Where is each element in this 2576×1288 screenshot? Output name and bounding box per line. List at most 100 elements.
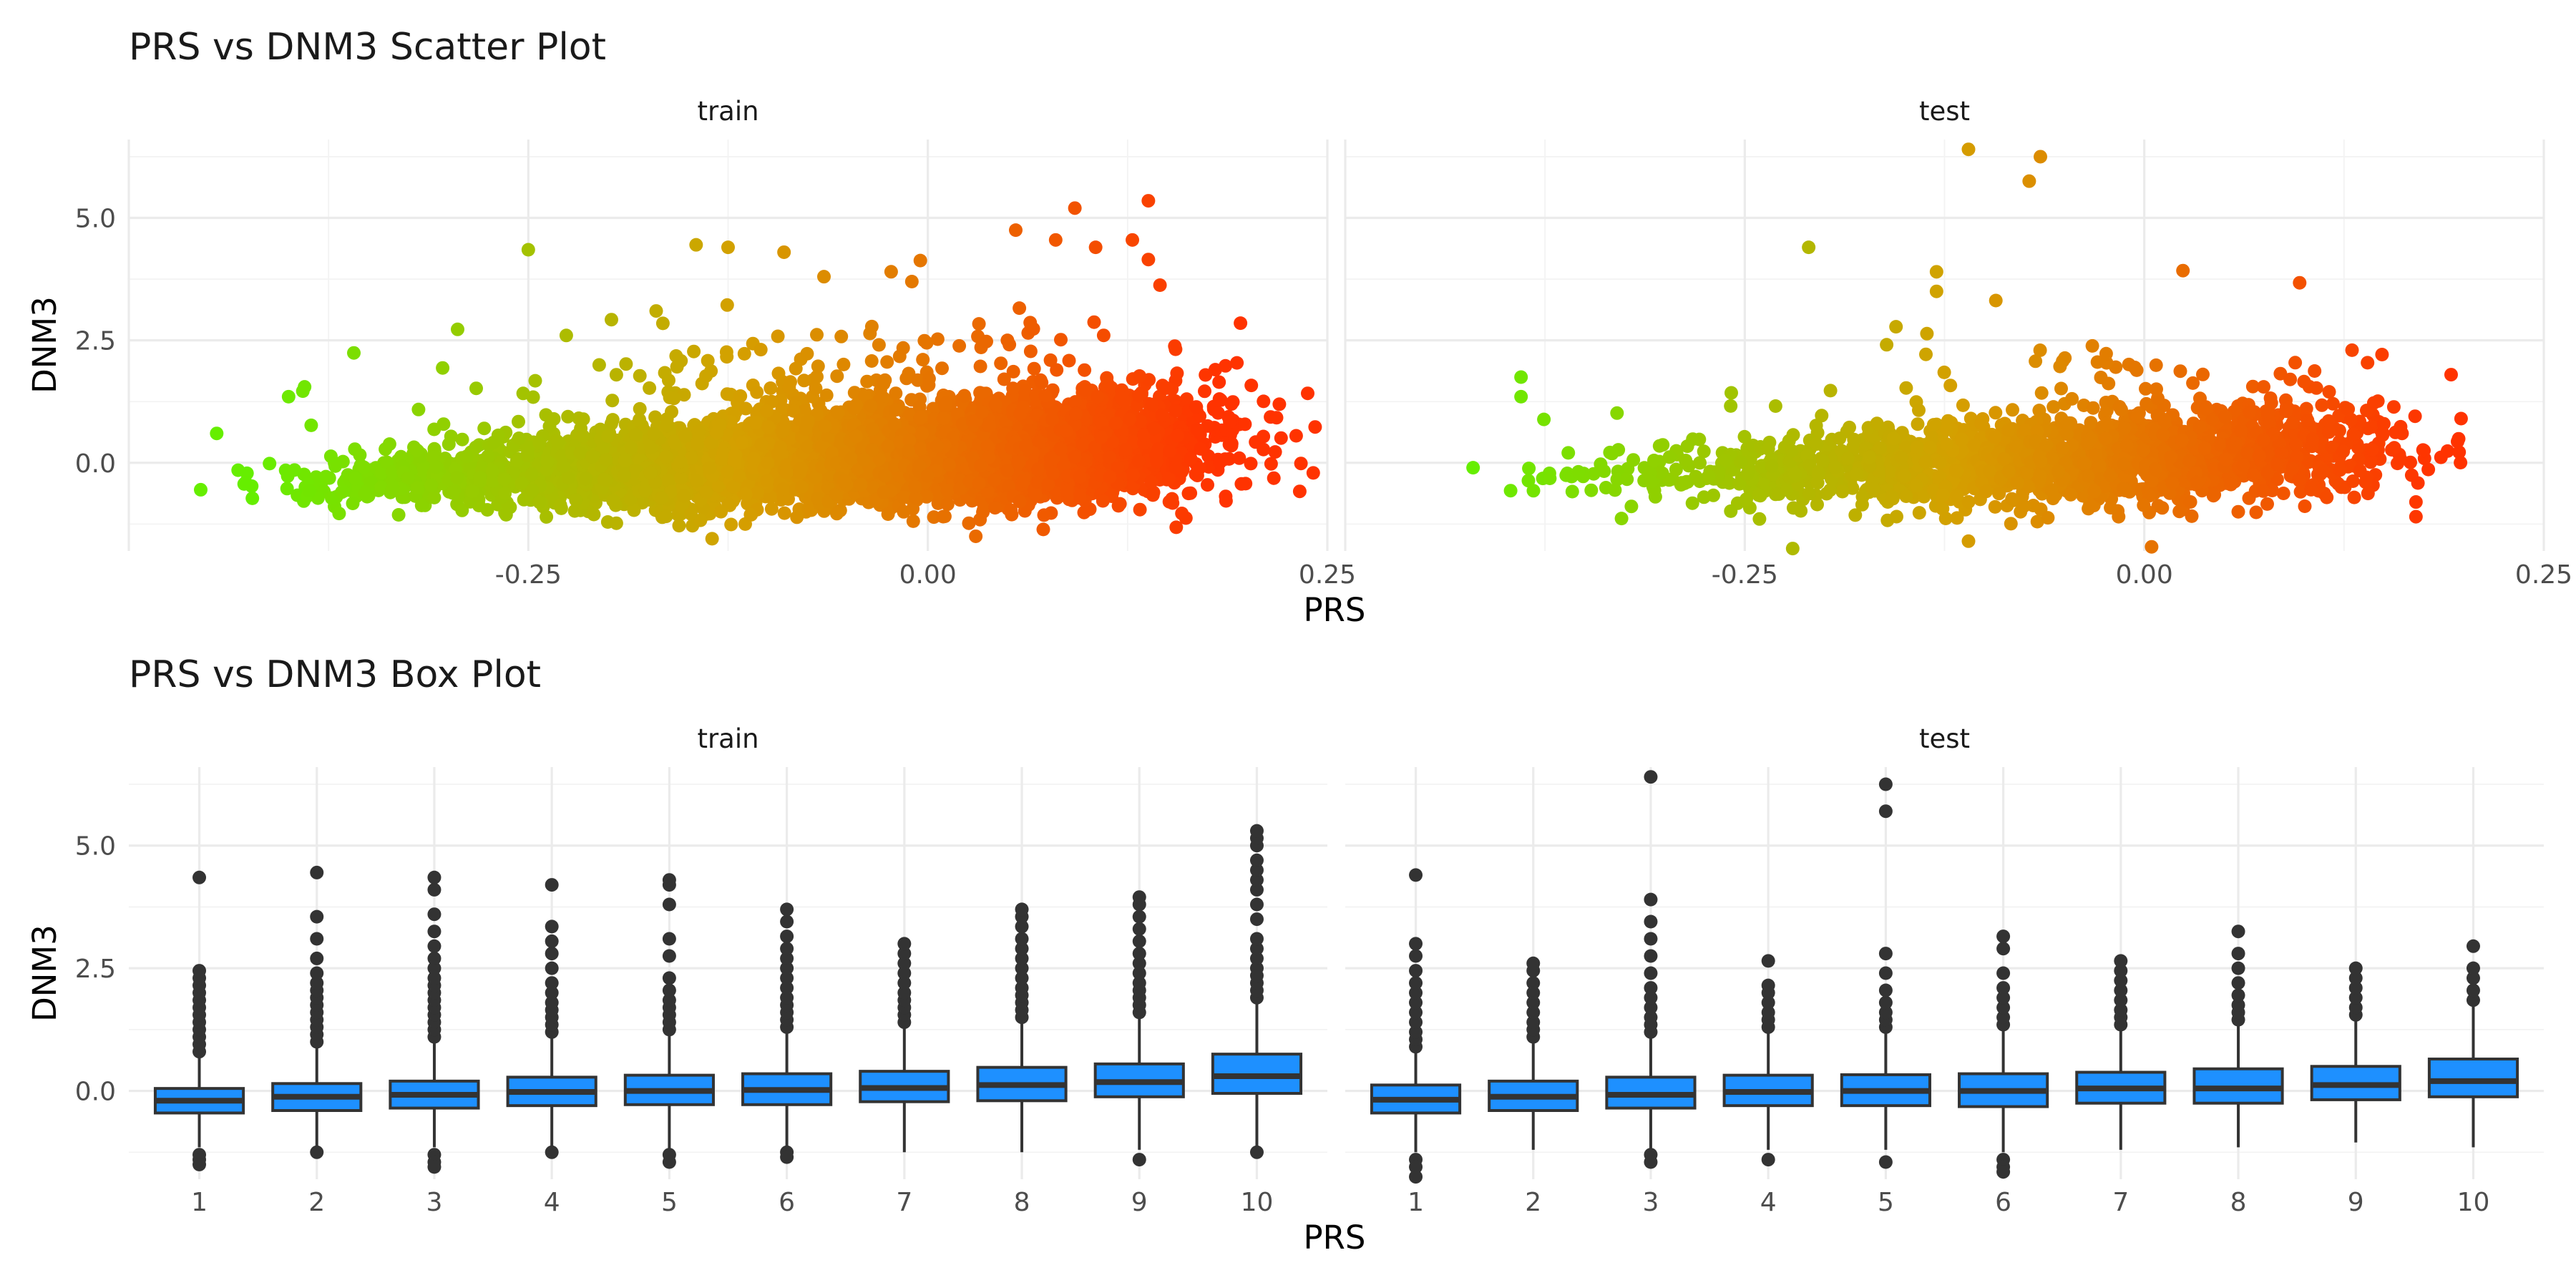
scatter-point — [481, 449, 495, 464]
scatter-point — [436, 361, 450, 375]
scatter-point — [655, 491, 668, 505]
scatter-point — [429, 460, 444, 474]
scatter-point — [446, 486, 460, 500]
scatter-point — [701, 353, 715, 368]
scatter-point — [633, 413, 647, 426]
scatter-point — [896, 341, 910, 355]
scatter-point — [353, 448, 367, 462]
scatter-point — [743, 507, 758, 522]
scatter-point — [684, 507, 698, 521]
scatter-point — [414, 498, 429, 512]
scatter-point — [358, 487, 372, 501]
scatter-point — [976, 505, 990, 519]
scatter-panel-train: train-0.25 0.00 0.250.02.55.0 — [75, 96, 1356, 590]
scatter-point — [532, 495, 547, 509]
scatter-point — [881, 439, 895, 454]
scatter-point — [880, 355, 894, 369]
scatter-point — [897, 504, 911, 519]
scatter-point — [497, 472, 512, 487]
scatter-point — [356, 460, 371, 474]
scatter-point — [455, 432, 469, 447]
scatter-point — [512, 431, 526, 445]
scatter-point — [525, 484, 540, 498]
scatter-point — [263, 457, 277, 471]
scatter-point — [884, 265, 898, 279]
scatter-point — [569, 493, 583, 507]
facet-label-train: train — [697, 96, 758, 127]
scatter-point — [914, 441, 928, 456]
scatter-point — [724, 517, 738, 532]
scatter-point — [810, 328, 824, 342]
scatter-point — [716, 446, 731, 460]
scatter-point — [909, 491, 923, 505]
scatter-point — [854, 477, 868, 492]
scatter-point — [789, 361, 803, 376]
scatter-point — [834, 329, 849, 343]
scatter-point — [860, 374, 874, 389]
scatter-point — [587, 507, 601, 522]
scatter-point — [401, 471, 415, 485]
scatter-point — [795, 479, 809, 494]
scatter-point — [760, 474, 774, 488]
scatter-point — [864, 319, 879, 333]
scatter-point — [920, 469, 935, 483]
scatter-point — [553, 498, 567, 512]
scatter-point — [528, 374, 542, 388]
scatter-point — [624, 441, 638, 455]
scatter-point — [451, 322, 464, 336]
scatter-point — [318, 469, 333, 484]
scatter-point — [720, 298, 734, 312]
scatter-point — [1004, 503, 1018, 517]
scatter-point — [660, 419, 674, 433]
scatter-point — [936, 509, 950, 524]
scatter-point — [753, 343, 768, 357]
scatter-point — [667, 391, 681, 406]
scatter-point — [561, 409, 575, 424]
scatter-point — [702, 461, 716, 475]
scatter-point — [670, 360, 684, 374]
scatter-point — [864, 354, 879, 368]
scatter-point — [499, 507, 513, 522]
scatter-point — [609, 498, 623, 512]
scatter-point — [942, 458, 957, 472]
scatter-point — [940, 497, 955, 512]
scatter-point — [659, 509, 673, 524]
scatter-point — [800, 346, 814, 361]
scatter-point — [424, 478, 439, 492]
scatter-point — [763, 381, 778, 395]
scatter-point — [878, 469, 892, 483]
scatter-point — [794, 461, 809, 475]
scatter-point — [836, 357, 851, 371]
scatter-point — [485, 464, 499, 479]
scatter-point — [714, 504, 728, 519]
scatter-point — [332, 507, 346, 521]
scatter-point — [385, 465, 399, 479]
scatter-point — [735, 436, 749, 450]
scatter-point — [877, 376, 891, 391]
scatter-point — [844, 452, 859, 466]
scatter-point — [487, 435, 501, 449]
scatter-point — [561, 471, 575, 485]
scatter-point — [872, 338, 886, 352]
scatter-point — [881, 507, 895, 521]
scatter-point — [411, 402, 426, 416]
scatter-point — [238, 475, 253, 489]
scatter-point — [559, 328, 573, 343]
scatter-point — [323, 449, 338, 464]
scatter-point — [643, 466, 658, 480]
scatter-point — [469, 381, 483, 396]
scatter-point — [661, 474, 675, 488]
scatter-point — [777, 506, 791, 520]
scatter-point — [346, 497, 360, 510]
scatter-point — [830, 369, 844, 384]
scatter-point — [374, 480, 389, 494]
scatter-point — [379, 442, 393, 457]
scatter-point — [952, 338, 967, 353]
scatter-point — [776, 482, 790, 496]
scatter-point — [304, 418, 318, 432]
scatter-point — [336, 484, 351, 499]
scatter-point — [550, 434, 565, 449]
scatter-point — [720, 387, 734, 401]
scatter-point — [771, 366, 786, 381]
scatter-point — [633, 369, 647, 383]
